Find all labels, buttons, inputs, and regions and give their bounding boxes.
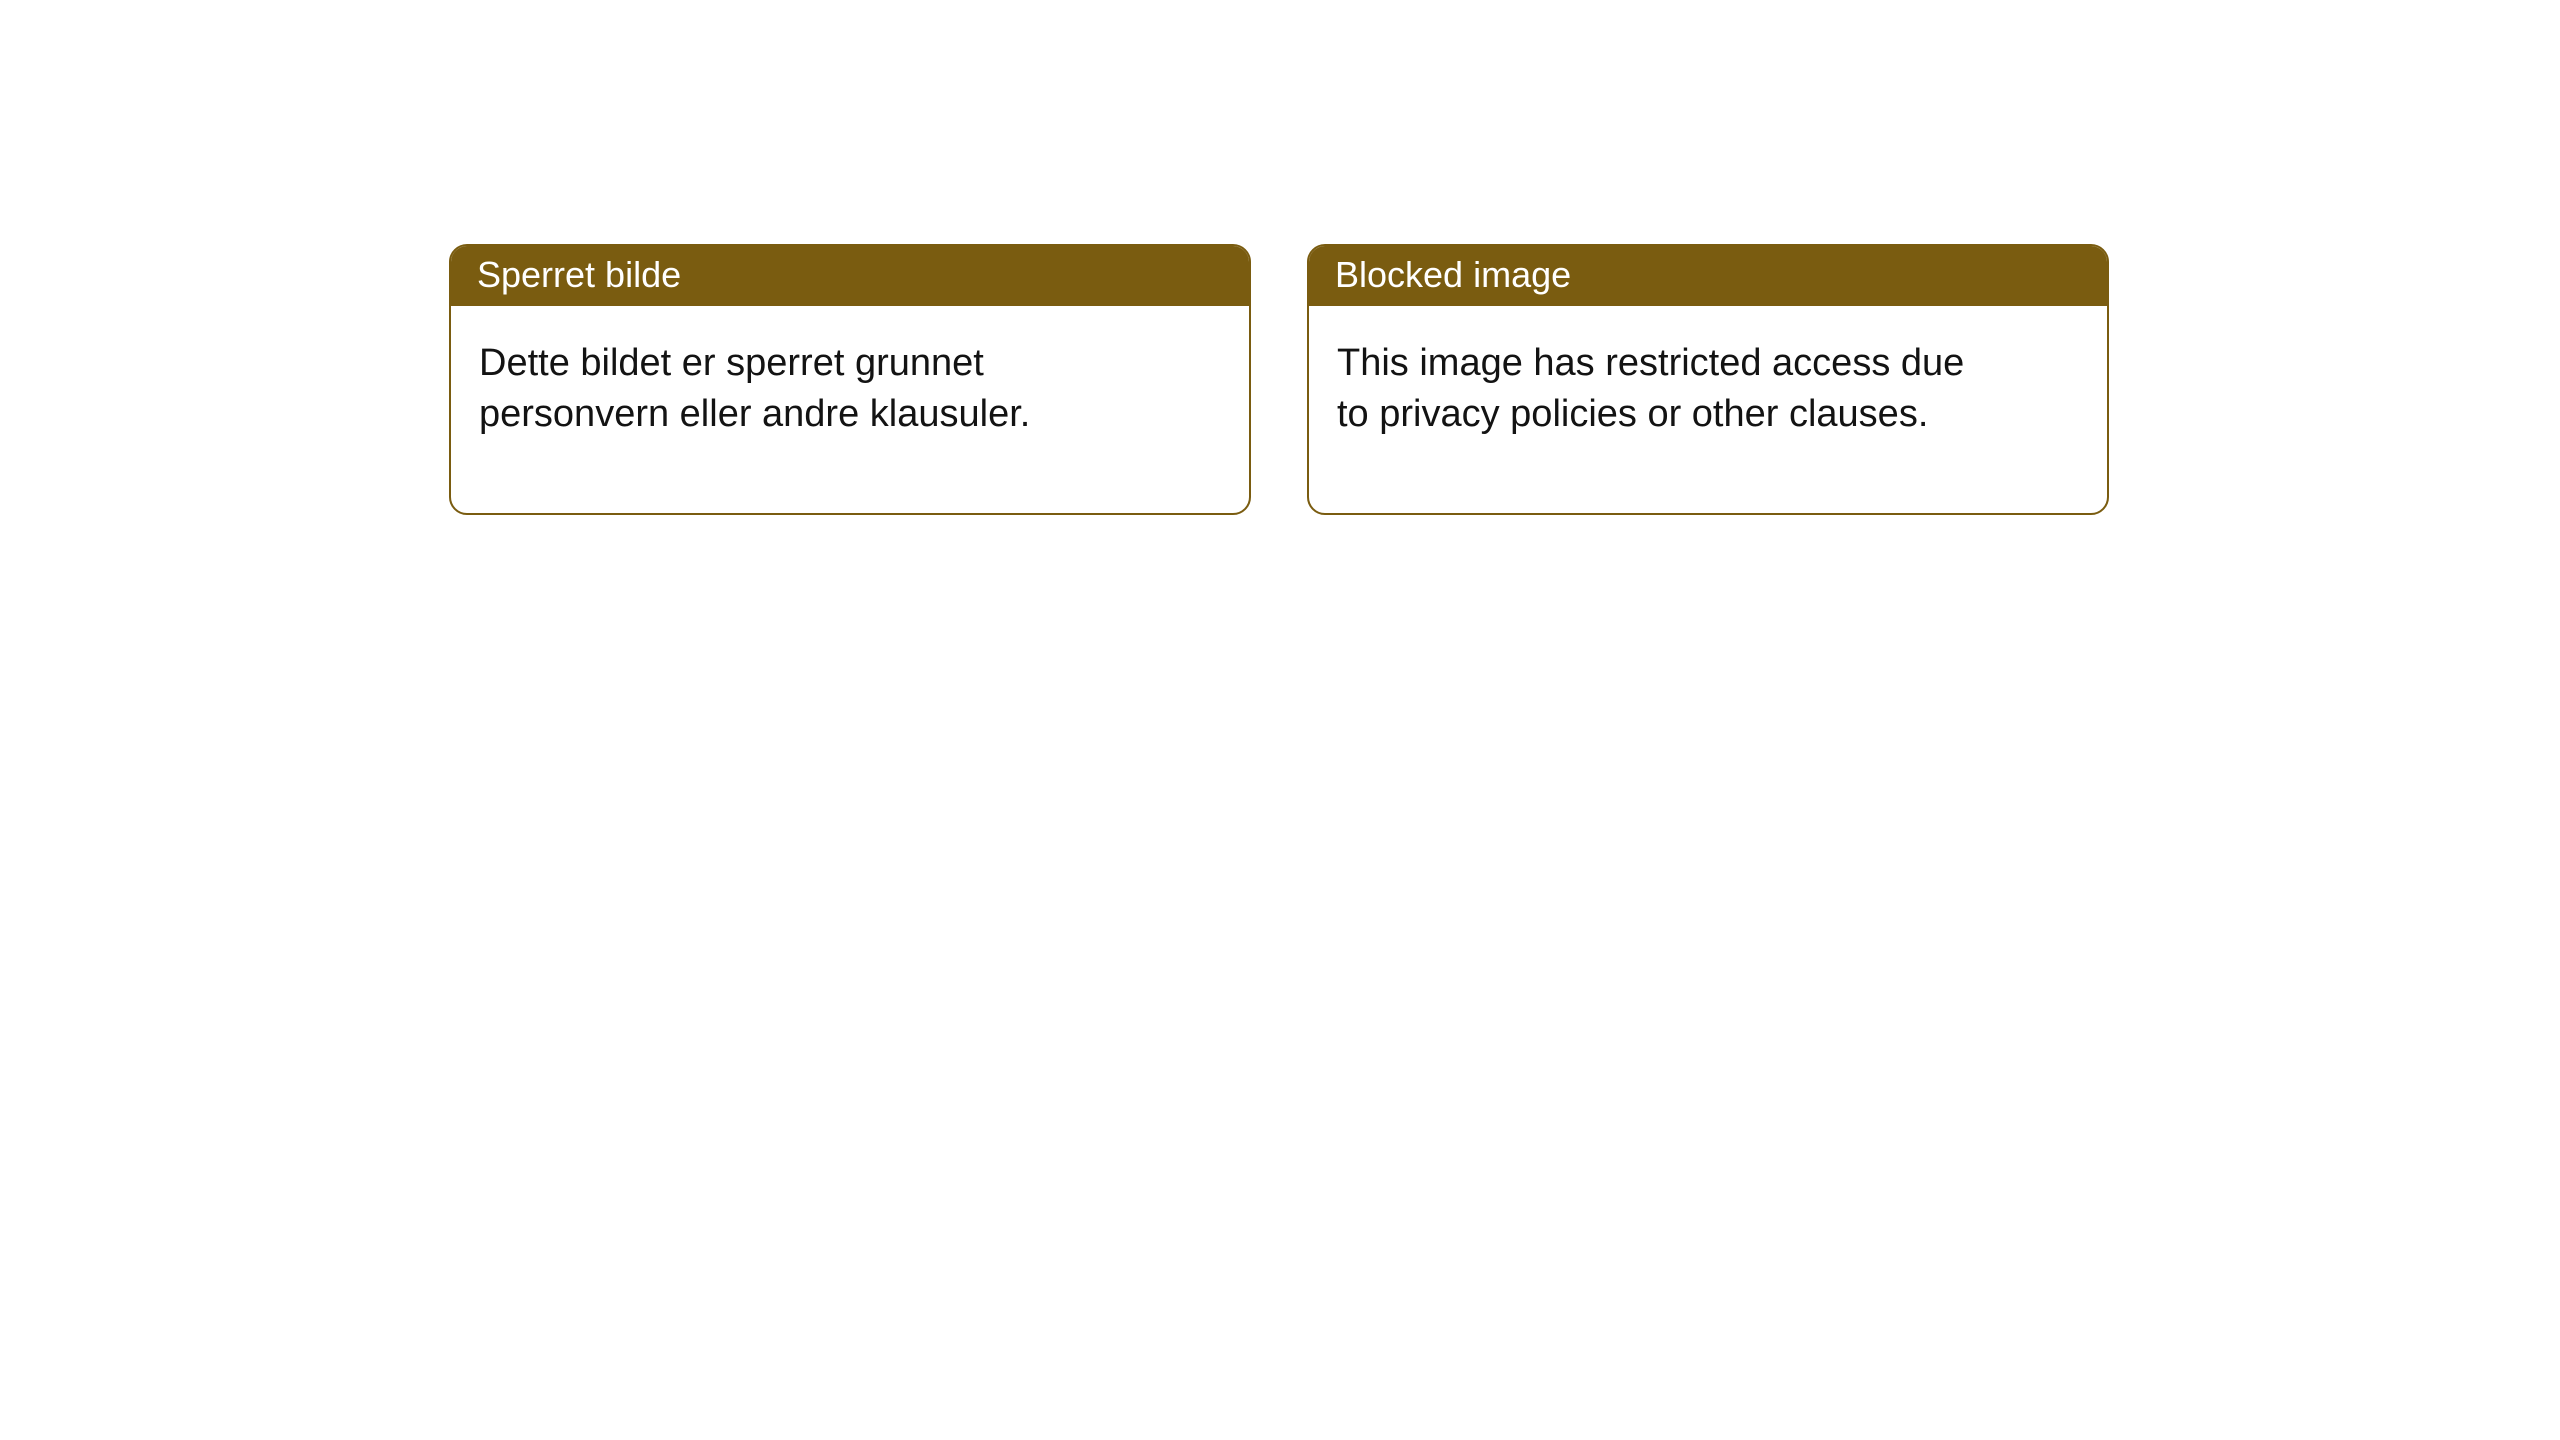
notice-body-norwegian: Dette bildet er sperret grunnet personve…	[451, 306, 1171, 513]
notice-card-norwegian: Sperret bilde Dette bildet er sperret gr…	[449, 244, 1251, 515]
notice-title-norwegian: Sperret bilde	[451, 246, 1249, 306]
notice-title-english: Blocked image	[1309, 246, 2107, 306]
notice-body-english: This image has restricted access due to …	[1309, 306, 2029, 513]
notice-card-english: Blocked image This image has restricted …	[1307, 244, 2109, 515]
notice-container: Sperret bilde Dette bildet er sperret gr…	[0, 0, 2560, 515]
